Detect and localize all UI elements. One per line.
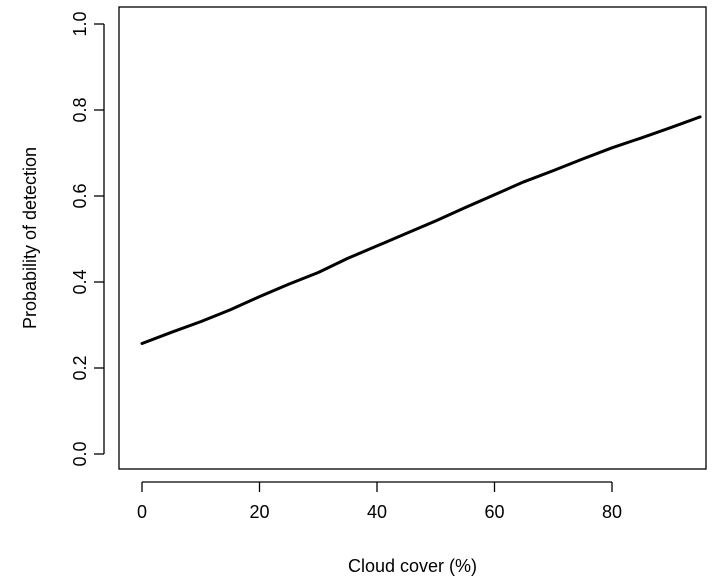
y-tick-label: 0.2 [70,355,90,380]
x-tick-label: 80 [602,502,622,522]
plot-area [118,6,707,470]
x-tick-label: 0 [137,502,147,522]
x-tick-label: 60 [484,502,504,522]
x-tick-label: 20 [249,502,269,522]
x-axis-title: Cloud cover (%) [348,556,477,576]
y-axis-title: Probability of detection [20,147,40,329]
y-tick-label: 0.0 [70,441,90,466]
series-line [140,115,702,345]
y-tick-label: 0.8 [70,97,90,122]
plot-frame [118,6,707,470]
series-group [140,115,702,345]
y-tick-label: 0.4 [70,269,90,294]
x-tick-label: 40 [367,502,387,522]
y-tick-label: 1.0 [70,11,90,36]
y-axis: 0.0 0.2 0.4 0.6 0.8 1.0 [70,11,105,467]
y-tick-label: 0.6 [70,183,90,208]
x-axis: 0 20 40 60 80 [137,481,622,522]
